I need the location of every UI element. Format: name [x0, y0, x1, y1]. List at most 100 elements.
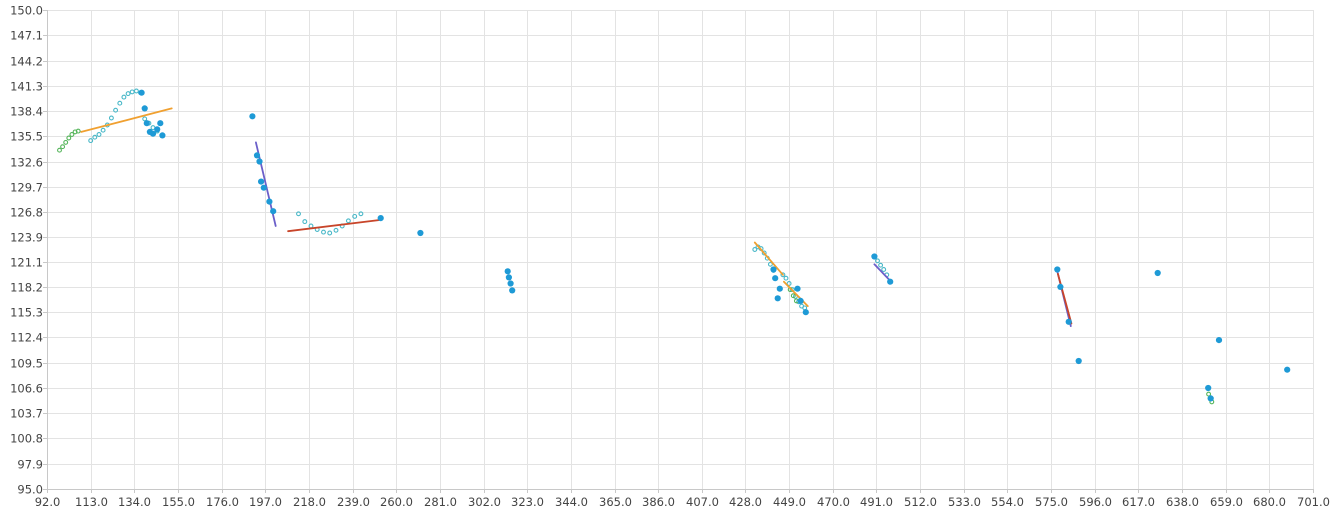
- scatter-point: [1075, 357, 1082, 365]
- trace-marker: [783, 275, 789, 281]
- scatter-point: [776, 285, 783, 292]
- scatter-point: [1205, 384, 1212, 392]
- x-tick-label: 617.0: [1122, 495, 1155, 509]
- x-tick-label: 491.0: [860, 495, 893, 509]
- scatter-point: [258, 178, 265, 185]
- trace-marker: [321, 229, 326, 235]
- scatter-point: [159, 132, 166, 139]
- scatter-point: [1215, 337, 1223, 344]
- y-tick-label: 132.6: [10, 156, 43, 170]
- x-tick-label: 239.0: [337, 495, 370, 509]
- grid: [47, 10, 1314, 490]
- y-tick-label: 121.1: [10, 256, 43, 270]
- trace-marker: [125, 91, 131, 97]
- scatter-point: [260, 184, 267, 191]
- data-points: [138, 89, 1291, 402]
- scatter-point: [256, 158, 263, 165]
- y-tick-label: 103.7: [10, 407, 43, 421]
- y-tick-label: 144.2: [10, 55, 43, 69]
- scatter-point: [509, 287, 516, 294]
- scatter-point: [1284, 366, 1291, 373]
- fit-line: [783, 280, 809, 308]
- x-tick-label: 281.0: [424, 495, 457, 509]
- x-tick-label: 554.0: [991, 495, 1024, 509]
- trace-marker: [92, 134, 98, 140]
- scatter-point: [772, 275, 779, 282]
- trace-marker: [345, 218, 351, 224]
- x-tick-label: 323.0: [511, 495, 544, 509]
- trace-marker: [142, 116, 148, 122]
- scatter-point: [887, 278, 894, 285]
- y-tick-label: 100.8: [10, 432, 43, 446]
- y-tick-label: 141.3: [10, 80, 43, 94]
- scatter-point: [157, 120, 164, 127]
- x-tick-label: 596.0: [1079, 495, 1112, 509]
- scatter-point: [249, 113, 256, 120]
- scatter-point: [141, 105, 148, 112]
- scatter-point: [1154, 269, 1161, 277]
- trace-marker: [333, 227, 339, 233]
- trace-marker: [88, 138, 94, 144]
- x-tick-label: 344.0: [555, 495, 588, 509]
- scatter-point: [377, 215, 384, 222]
- scatter-point: [149, 130, 157, 137]
- x-tick-label: 638.0: [1166, 495, 1199, 509]
- y-tick-label: 138.4: [10, 105, 43, 119]
- x-tick-label: 575.0: [1035, 495, 1068, 509]
- scatter-point: [504, 268, 511, 275]
- trace-marker: [75, 128, 81, 134]
- x-tick-label: 176.0: [206, 495, 239, 509]
- fit-line: [753, 241, 784, 276]
- trace-marker: [108, 115, 114, 121]
- fit-line: [1057, 272, 1073, 325]
- trace-marker: [100, 127, 106, 133]
- trace-marker: [878, 262, 884, 268]
- x-tick-label: 155.0: [162, 495, 195, 509]
- fit-line: [80, 107, 173, 133]
- scatter-point: [774, 295, 781, 302]
- scatter-point: [266, 198, 273, 205]
- trace-marker: [296, 211, 301, 217]
- trace-marker: [121, 94, 127, 100]
- scatter-point: [797, 297, 804, 304]
- trace-marker: [113, 107, 119, 113]
- trace-marker: [752, 247, 758, 252]
- x-tick-label: 701.0: [1297, 495, 1330, 509]
- trace-marker: [63, 139, 69, 145]
- trace-marker: [358, 211, 364, 217]
- trace-marker: [129, 89, 135, 95]
- scatter-point: [417, 229, 424, 237]
- trace-marker: [96, 132, 102, 137]
- series: [57, 88, 1215, 405]
- scatter-point: [270, 208, 277, 215]
- scatter-point: [770, 266, 777, 273]
- x-tick-label: 302.0: [468, 495, 501, 509]
- x-tick-label: 134.0: [118, 495, 151, 509]
- trace-marker: [761, 250, 767, 256]
- scatter-point: [154, 126, 161, 133]
- scatter-point: [1065, 318, 1072, 325]
- scatter-point: [138, 89, 145, 96]
- scatter-point: [1057, 283, 1064, 290]
- trace-marker: [881, 267, 887, 272]
- y-tick-label: 115.3: [10, 306, 43, 320]
- trace-marker: [117, 100, 123, 106]
- x-tick-label: 659.0: [1210, 495, 1243, 509]
- y-tick-label: 112.4: [10, 331, 43, 345]
- x-tick-label: 428.0: [729, 495, 762, 509]
- y-tick-label: 147.1: [10, 29, 43, 43]
- trace-marker: [767, 261, 773, 267]
- y-tick-label: 123.9: [10, 231, 43, 245]
- trace-marker: [133, 88, 139, 94]
- x-tick-label: 680.0: [1253, 495, 1286, 509]
- x-axis-ticks: 92.0 113.0 134.0 155.0 176.0 197.0 218.0 239.0 2…: [35, 495, 1330, 509]
- x-tick-label: 407.0: [686, 495, 719, 509]
- trace-marker: [69, 132, 75, 137]
- scatter-point: [871, 253, 878, 260]
- x-tick-label: 260.0: [380, 495, 413, 509]
- x-tick-label: 512.0: [904, 495, 937, 509]
- y-tick-label: 150.0: [10, 4, 43, 18]
- y-tick-label: 118.2: [10, 281, 43, 295]
- y-tick-label: 135.5: [10, 130, 43, 144]
- scatter-point: [794, 285, 801, 292]
